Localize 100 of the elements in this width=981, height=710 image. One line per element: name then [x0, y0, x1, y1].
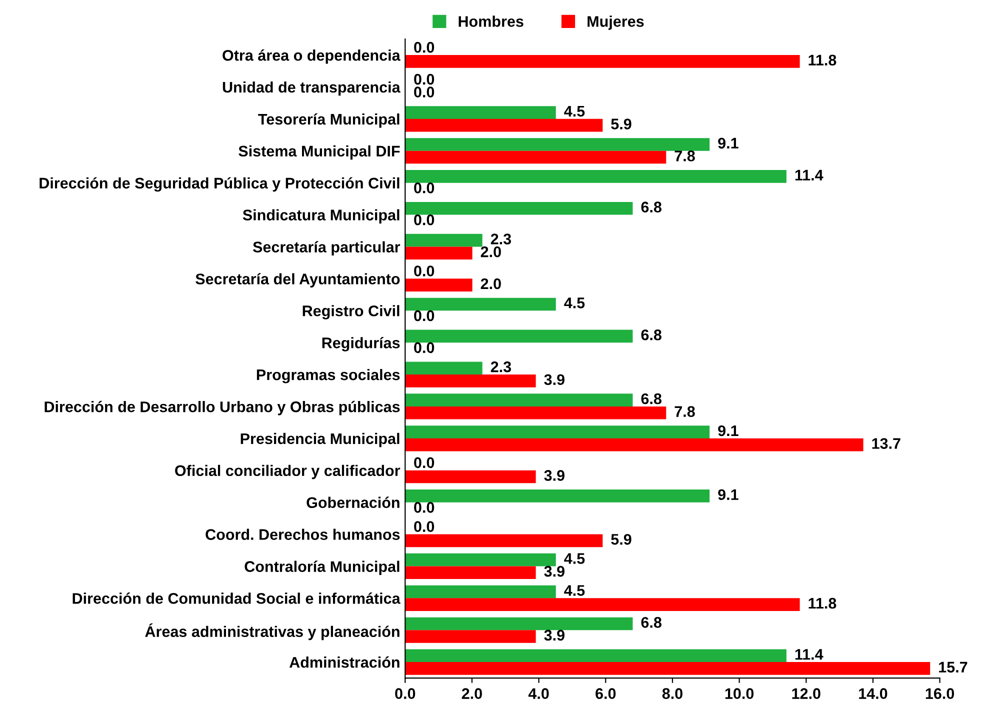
- data-label: 0.0: [414, 74, 434, 85]
- data-label: 4.5: [564, 106, 585, 117]
- bar: [405, 246, 472, 260]
- data-label: 0.0: [414, 42, 434, 53]
- y-tick-label: Sindicatura Municipal: [242, 209, 400, 224]
- data-label: 5.9: [611, 118, 632, 130]
- y-tick-label: Áreas administrativas y planeación: [145, 623, 400, 640]
- bar: [405, 362, 482, 375]
- data-label: 7.8: [674, 150, 695, 162]
- bar: [405, 118, 603, 132]
- data-label: 3.9: [544, 630, 564, 641]
- data-label: 4.5: [564, 298, 585, 308]
- data-label: 13.7: [872, 438, 900, 449]
- data-label: 15.7: [939, 662, 968, 673]
- bar: [405, 138, 710, 151]
- data-label: 2.0: [480, 278, 501, 290]
- y-tick-label: Gobernación: [306, 496, 400, 508]
- data-label: 0.0: [414, 457, 434, 468]
- y-tick-label: Dirección de Seguridad Pública y Protección Civil: [40, 177, 400, 192]
- bar: [405, 406, 666, 420]
- legend-label: Hombres: [458, 16, 524, 27]
- bar: [405, 330, 633, 343]
- y-tick-label: Oficial conciliador y calificador: [175, 464, 400, 480]
- bar: [405, 426, 710, 438]
- data-label: 7.8: [674, 406, 695, 417]
- bar: [405, 566, 536, 580]
- data-label: 2.0: [480, 246, 501, 258]
- y-tick-label: Registro Civil: [302, 305, 400, 320]
- bar: [405, 585, 556, 598]
- bar: [405, 534, 603, 548]
- data-label: 5.9: [611, 534, 632, 545]
- y-tick-label: Regidurías: [322, 336, 400, 352]
- data-label: 0.0: [414, 342, 434, 354]
- y-tick-label: Dirección de Comunidad Social e informática: [72, 592, 400, 604]
- x-tick-label: 2.0: [462, 688, 482, 699]
- data-label: 2.3: [490, 361, 512, 372]
- legend-label: Mujeres: [588, 16, 644, 30]
- data-label: 4.5: [564, 553, 585, 564]
- x-tick-label: 4.0: [528, 688, 549, 699]
- bar: [405, 54, 800, 68]
- data-label: 9.1: [718, 489, 738, 500]
- bar: [405, 630, 536, 643]
- y-tick-label: Sistema Municipal DIF: [238, 145, 400, 160]
- y-tick-label: Secretaría particular: [252, 241, 400, 256]
- data-label: 11.8: [808, 598, 836, 609]
- data-label: 3.9: [544, 566, 564, 577]
- bar: [405, 374, 536, 388]
- bar: [405, 150, 666, 164]
- x-tick-label: 8.0: [662, 688, 682, 699]
- bar: [405, 470, 536, 484]
- y-tick-label: Administración: [289, 656, 400, 668]
- bar: [405, 106, 556, 119]
- bar: [405, 553, 556, 566]
- x-tick-label: 0.0: [395, 688, 416, 699]
- y-tick-label: Unidad de transparencia: [222, 81, 400, 96]
- bar: [405, 438, 864, 452]
- y-tick-label: Tesorería Municipal: [258, 113, 400, 128]
- x-tick-label: 12.0: [792, 688, 820, 699]
- data-label: 3.9: [544, 374, 564, 386]
- data-label: 3.9: [544, 470, 564, 481]
- bar: [405, 662, 930, 675]
- y-tick-label: Dirección de Desarrollo Urbano y Obras públicas: [44, 400, 400, 416]
- data-label: 0.0: [414, 502, 434, 513]
- y-tick-label: Presidencia Municipal: [240, 432, 400, 448]
- y-tick-label: Secretaría del Ayuntamiento: [196, 273, 400, 288]
- data-label: 0.0: [414, 521, 434, 532]
- data-label: 11.8: [808, 54, 836, 66]
- data-label: 9.1: [718, 425, 738, 436]
- data-label: 6.8: [641, 617, 662, 628]
- data-label: 4.5: [564, 585, 585, 596]
- y-tick-label: Otra área o dependencia: [222, 49, 400, 64]
- x-tick-label: 14.0: [859, 688, 888, 699]
- data-label: 0.0: [414, 182, 434, 194]
- data-label: 6.8: [641, 202, 662, 212]
- data-label: 0.0: [414, 266, 434, 276]
- data-label: 0.0: [414, 86, 434, 98]
- data-label: 6.8: [641, 393, 662, 404]
- bar: [405, 649, 786, 662]
- bar: [405, 598, 800, 611]
- bar: [405, 278, 472, 292]
- x-tick-label: 6.0: [596, 688, 616, 699]
- data-label: 0.0: [414, 214, 434, 226]
- bar: [405, 202, 633, 215]
- y-tick-label: Coord. Derechos humanos: [206, 528, 400, 540]
- x-tick-label: 16.0: [926, 688, 954, 699]
- y-tick-label: Contraloría Municipal: [244, 560, 400, 575]
- bar: [405, 298, 556, 311]
- data-label: 11.4: [795, 170, 824, 180]
- bar: [405, 234, 482, 247]
- x-tick-label: 10.0: [725, 688, 754, 699]
- data-label: 0.0: [414, 310, 434, 322]
- y-tick-label: Programas sociales: [256, 368, 400, 384]
- data-label: 2.3: [490, 234, 512, 244]
- bar: [405, 617, 633, 630]
- bar: [405, 170, 786, 183]
- data-label: 11.4: [795, 649, 824, 660]
- bar: [405, 490, 710, 502]
- data-label: 6.8: [641, 329, 662, 340]
- data-label: 9.1: [718, 138, 738, 149]
- bar: [405, 394, 633, 407]
